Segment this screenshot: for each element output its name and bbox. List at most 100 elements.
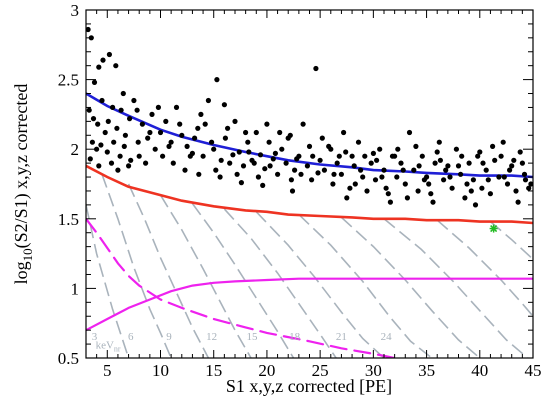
event-point bbox=[232, 118, 238, 124]
event-point bbox=[111, 139, 117, 145]
nr-band-curve bbox=[86, 164, 533, 225]
event-point bbox=[95, 121, 101, 127]
event-point bbox=[245, 139, 251, 145]
event-point bbox=[184, 143, 190, 149]
event-point bbox=[432, 160, 438, 166]
event-point bbox=[394, 174, 400, 180]
event-point bbox=[200, 153, 206, 159]
event-point bbox=[86, 26, 91, 33]
event-point bbox=[434, 149, 440, 155]
event-point bbox=[88, 35, 94, 41]
event-point bbox=[222, 135, 228, 141]
event-point bbox=[264, 121, 270, 127]
event-point bbox=[458, 171, 464, 177]
y-tick-label-5: 3 bbox=[71, 1, 80, 20]
event-point bbox=[270, 156, 276, 162]
contour-label-18: 18 bbox=[289, 331, 301, 343]
x-tick-label-5: 5 bbox=[103, 361, 112, 380]
energy-contour-8 bbox=[298, 214, 433, 358]
event-point bbox=[240, 163, 247, 169]
event-point bbox=[507, 167, 513, 173]
energy-contour-7 bbox=[255, 211, 385, 358]
event-point bbox=[294, 156, 300, 162]
event-point bbox=[374, 157, 380, 163]
event-points bbox=[86, 26, 533, 208]
event-point bbox=[428, 191, 434, 197]
event-point bbox=[470, 177, 476, 183]
event-point bbox=[147, 129, 153, 136]
event-point bbox=[336, 153, 342, 159]
contour-label-9: 9 bbox=[166, 331, 172, 343]
event-point bbox=[179, 132, 185, 138]
energy-contour-12 bbox=[489, 220, 533, 260]
event-point bbox=[519, 160, 526, 166]
event-point bbox=[379, 174, 385, 180]
y-axis-ticks: 0.5 1 1.5 2 2.5 3 bbox=[58, 1, 533, 368]
event-point bbox=[477, 149, 483, 155]
event-point bbox=[122, 132, 128, 138]
event-point bbox=[94, 146, 100, 152]
event-point bbox=[275, 171, 281, 177]
event-point bbox=[114, 125, 120, 131]
event-point bbox=[447, 174, 453, 180]
event-point bbox=[472, 202, 479, 208]
event-point bbox=[117, 153, 123, 159]
contour-label-15: 15 bbox=[247, 331, 259, 343]
event-point bbox=[421, 177, 427, 183]
event-point bbox=[152, 146, 158, 152]
event-point bbox=[202, 121, 208, 127]
x-tick-label-20: 20 bbox=[258, 361, 275, 380]
y-axis-title-rest: (S2/S1) x,y,z corrected bbox=[11, 84, 32, 249]
event-point bbox=[87, 156, 93, 162]
y-axis-title-prefix: log bbox=[11, 261, 31, 284]
event-point bbox=[441, 177, 447, 183]
event-point bbox=[90, 116, 97, 122]
energy-contour-2 bbox=[101, 174, 172, 358]
energy-contour-3 bbox=[127, 183, 210, 358]
event-point bbox=[466, 160, 472, 166]
event-point bbox=[251, 160, 257, 166]
event-point bbox=[143, 160, 149, 166]
event-point bbox=[349, 153, 355, 159]
event-point bbox=[225, 125, 231, 131]
event-point bbox=[309, 177, 315, 183]
energy-contours bbox=[86, 174, 533, 358]
event-point bbox=[126, 163, 132, 169]
event-point bbox=[157, 129, 164, 136]
event-point bbox=[498, 153, 504, 159]
event-point bbox=[163, 118, 169, 124]
event-point bbox=[468, 188, 474, 194]
event-point bbox=[99, 97, 105, 104]
event-point bbox=[377, 146, 383, 152]
contour-label-24: 24 bbox=[381, 331, 393, 343]
event-point bbox=[490, 143, 496, 149]
event-point bbox=[209, 139, 215, 145]
event-point bbox=[364, 188, 370, 194]
event-point bbox=[315, 170, 321, 176]
event-point bbox=[115, 167, 121, 173]
contour-label-3: 3 bbox=[92, 331, 98, 343]
event-point bbox=[213, 167, 219, 173]
event-point bbox=[306, 143, 313, 149]
contour-unit-text: keV bbox=[96, 339, 114, 351]
event-point bbox=[368, 160, 374, 166]
y-tick-label-0: 0.5 bbox=[58, 349, 79, 368]
contour-labels: keVnr 3 6 9 12 15 18 21 24 bbox=[92, 331, 392, 353]
event-point bbox=[347, 185, 353, 191]
event-point bbox=[344, 195, 350, 201]
event-point bbox=[485, 177, 491, 183]
event-point bbox=[319, 135, 325, 141]
x-tick-label-45: 45 bbox=[525, 361, 542, 380]
event-point bbox=[120, 90, 126, 97]
event-point bbox=[462, 195, 468, 201]
event-point bbox=[504, 181, 511, 187]
event-point bbox=[96, 163, 102, 169]
contour-label-12: 12 bbox=[206, 331, 217, 343]
candidate-star-stroke bbox=[490, 225, 498, 233]
event-point bbox=[511, 157, 517, 163]
x-tick-label-25: 25 bbox=[312, 361, 329, 380]
event-point bbox=[262, 166, 268, 172]
event-point bbox=[338, 171, 344, 177]
event-point bbox=[455, 163, 462, 169]
